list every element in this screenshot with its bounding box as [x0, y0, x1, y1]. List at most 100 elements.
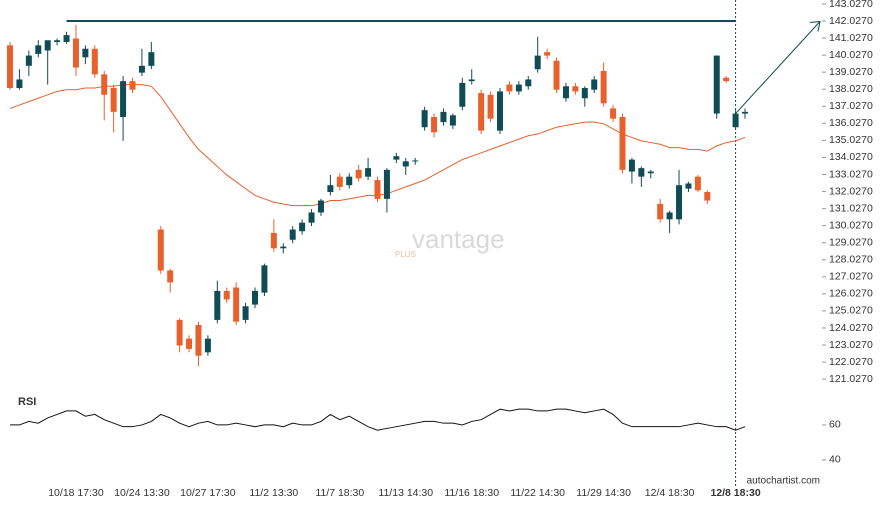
y-tick-label: 124.0270 [829, 322, 873, 334]
y-tick-label: 131.0270 [829, 202, 873, 214]
candle-body [685, 183, 692, 189]
candle-body [666, 212, 673, 220]
y-tick-label: 125.0270 [829, 305, 873, 317]
candle-body [610, 108, 617, 119]
candle-body [374, 180, 381, 199]
rsi-line [10, 408, 746, 431]
candle-body [110, 87, 117, 112]
arrow-head [809, 20, 821, 32]
candle-body [242, 306, 249, 320]
y-tick-label: 142.0270 [829, 15, 873, 27]
candle-body [54, 40, 61, 42]
candle-body [732, 113, 739, 128]
candle-body [289, 229, 296, 240]
candle-body [742, 111, 748, 114]
candle-body [186, 338, 193, 349]
candle-body [440, 111, 447, 123]
candle-body [412, 160, 419, 162]
candle-body [120, 81, 127, 117]
candle-body [35, 45, 42, 54]
candle-body [44, 40, 51, 51]
candle-body [600, 70, 607, 104]
y-tick-label: 133.0270 [829, 168, 873, 180]
y-tick-label: 138.0270 [829, 83, 873, 95]
candle-body [515, 84, 522, 92]
candle-body [497, 91, 503, 131]
candle-body [25, 55, 32, 66]
candle-body [383, 169, 390, 199]
y-tick-label: 134.0270 [829, 151, 873, 163]
candle-body [638, 168, 645, 177]
candle-body [431, 116, 438, 133]
candle-body [214, 290, 221, 320]
candle-body [299, 222, 306, 232]
y-tick-label: 130.0270 [829, 219, 873, 231]
watermark: vantage [412, 224, 505, 254]
y-tick-label: 139.0270 [829, 66, 873, 78]
candle-body [478, 93, 485, 131]
candle-body [591, 79, 598, 90]
candle-body [270, 232, 277, 249]
rsi-tick-label: 60 [829, 419, 841, 431]
candle-body [233, 287, 240, 322]
x-tick-label: 10/18 17:30 [48, 487, 104, 499]
candle-body [647, 171, 654, 174]
candle-body [421, 110, 428, 128]
rsi-tick-label: 40 [829, 454, 841, 466]
y-tick-label: 143.0270 [829, 0, 873, 10]
x-tick-label: 11/22 14:30 [510, 487, 565, 499]
x-tick-label: 11/16 18:30 [444, 487, 499, 499]
y-tick-label: 136.0270 [829, 117, 873, 129]
y-tick-label: 141.0270 [829, 32, 873, 44]
y-tick-label: 137.0270 [829, 100, 873, 112]
candle-body [346, 176, 353, 186]
candle-body [280, 246, 287, 249]
candle-body [308, 212, 315, 223]
candle-body [468, 79, 475, 82]
candle-body [101, 74, 108, 95]
source: autochartist.com [747, 476, 820, 487]
candle-body [713, 55, 720, 114]
candle-body [365, 168, 372, 177]
candle-body [355, 169, 362, 179]
x-tick-label: 11/7 18:30 [315, 487, 364, 499]
x-tick-label: 10/27 17:30 [180, 487, 236, 499]
y-tick-label: 127.0270 [829, 271, 873, 283]
candle-body [459, 82, 466, 107]
x-tick-label: 12/4 18:30 [645, 487, 695, 499]
candle-body [176, 319, 183, 346]
x-tick-label: 11/2 13:30 [249, 487, 298, 499]
candle-body [129, 81, 136, 90]
watermark-sub: PLUS [395, 250, 416, 259]
candle-body [72, 38, 79, 68]
candle-body [525, 79, 532, 87]
x-tick-label: 10/24 13:30 [114, 487, 170, 499]
candle-body [581, 87, 588, 99]
candle-body [393, 156, 400, 160]
y-tick-label: 129.0270 [829, 236, 873, 248]
candle-body [252, 290, 258, 305]
candle-body [619, 116, 626, 170]
y-tick-label: 123.0270 [829, 339, 873, 351]
x-tick-label: 12/8 18:30 [710, 487, 760, 499]
candle-body [487, 94, 494, 119]
rsi-label: RSI [18, 396, 36, 408]
candle-body [327, 185, 334, 193]
candle-body [195, 325, 202, 356]
candle-body [91, 48, 98, 75]
candle-body [449, 115, 456, 126]
x-tick-label: 11/13 14:30 [378, 487, 433, 499]
candle-body [553, 60, 560, 90]
candle-body [82, 48, 89, 58]
y-tick-label: 126.0270 [829, 288, 873, 300]
y-tick-label: 122.0270 [829, 356, 873, 368]
candle-body [16, 79, 23, 88]
candle-body [167, 270, 174, 283]
candle-body [572, 86, 579, 92]
y-tick-label: 121.0270 [829, 373, 873, 385]
candle-body [138, 65, 145, 73]
candle-body [723, 77, 730, 82]
candle-body [544, 52, 551, 56]
candle-body [317, 200, 324, 213]
